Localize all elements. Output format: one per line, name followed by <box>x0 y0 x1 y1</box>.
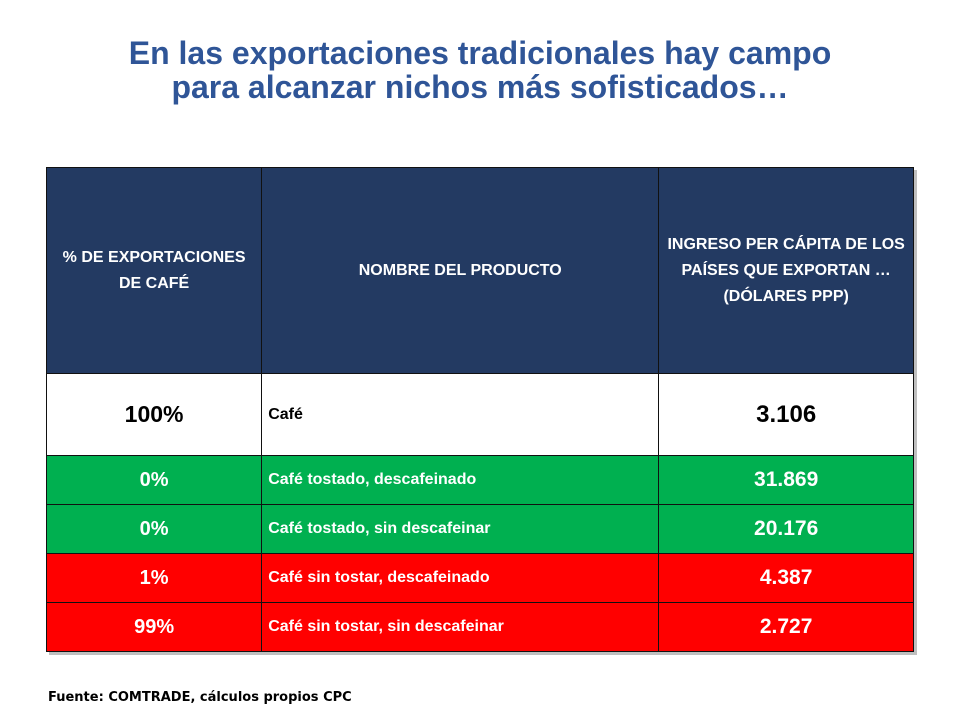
row-product: Café tostado, sin descafeinar <box>261 504 660 554</box>
row-pct: 100% <box>45 373 263 456</box>
row-pct: 0% <box>45 504 263 554</box>
row-product: Café sin tostar, descafeinado <box>261 553 660 603</box>
title-line-1: En las exportaciones tradicionales hay c… <box>128 35 832 71</box>
table-row: 0% Café tostado, sin descafeinar 20.176 <box>45 504 914 554</box>
row-pct: 0% <box>45 455 263 505</box>
row-income: 2.727 <box>658 602 914 652</box>
row-income: 4.387 <box>658 553 914 603</box>
table-row: 99% Café sin tostar, sin descafeinar 2.7… <box>45 602 914 652</box>
header-pct-exports: % DE EXPORTACIONES DE CAFÉ <box>45 167 263 374</box>
row-pct: 99% <box>45 602 263 652</box>
row-income: 20.176 <box>658 504 914 554</box>
coffee-export-table: % DE EXPORTACIONES DE CAFÉ NOMBRE DEL PR… <box>45 167 914 652</box>
title-line-2: para alcanzar nichos más sofisticados… <box>171 69 789 105</box>
row-product: Café sin tostar, sin descafeinar <box>261 602 660 652</box>
table-header-row: % DE EXPORTACIONES DE CAFÉ NOMBRE DEL PR… <box>45 167 914 374</box>
row-income: 31.869 <box>658 455 914 505</box>
table-row: 1% Café sin tostar, descafeinado 4.387 <box>45 553 914 603</box>
row-product: Café tostado, descafeinado <box>261 455 660 505</box>
page-title: En las exportaciones tradicionales hay c… <box>40 36 920 104</box>
row-product: Café <box>261 373 660 456</box>
header-product-name: NOMBRE DEL PRODUCTO <box>261 167 660 374</box>
source-note: Fuente: COMTRADE, cálculos propios CPC <box>48 690 352 705</box>
table-row: 0% Café tostado, descafeinado 31.869 <box>45 455 914 505</box>
row-income: 3.106 <box>658 373 914 456</box>
row-pct: 1% <box>45 553 263 603</box>
header-per-capita-income: INGRESO PER CÁPITA DE LOS PAÍSES QUE EXP… <box>658 167 914 374</box>
table-row: 100% Café 3.106 <box>45 373 914 456</box>
